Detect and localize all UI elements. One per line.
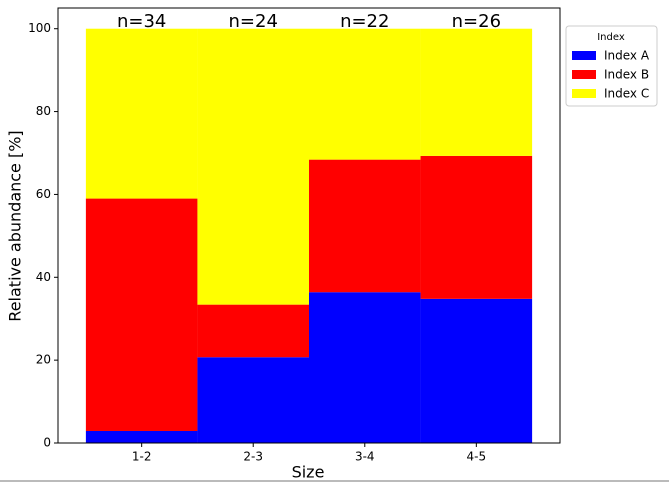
legend-swatch: [572, 70, 596, 79]
legend-box: [565, 25, 658, 107]
annotation: n=22: [340, 11, 389, 32]
bar-segment: [85, 28, 198, 199]
legend-swatch: [572, 51, 596, 60]
legend-title: Index: [597, 32, 625, 43]
plot-frame: [57, 7, 561, 444]
bar-segment: [309, 159, 421, 293]
annotation: n=24: [229, 11, 278, 32]
x-tick-label: 4-5: [467, 450, 487, 464]
bar-segment: [420, 28, 533, 156]
y-tick-label: 0: [43, 436, 51, 450]
x-tick-label: 3-4: [355, 450, 375, 464]
legend-label: Index C: [604, 87, 649, 101]
x-tick-label: 1-2: [132, 450, 152, 464]
y-tick-label: 40: [36, 270, 51, 284]
bar-segment: [197, 304, 309, 358]
y-tick-label: 20: [36, 353, 51, 367]
annotation: n=26: [452, 11, 501, 32]
bar-segment: [197, 28, 309, 305]
y-tick-label: 60: [36, 187, 51, 201]
bar-segment: [309, 28, 421, 160]
bar-segment: [420, 155, 533, 299]
legend-label: Index B: [604, 68, 649, 82]
legend-swatch: [572, 89, 596, 98]
legend-label: Index A: [604, 49, 650, 63]
y-tick-label: 100: [28, 21, 51, 35]
bar-segment: [309, 292, 421, 443]
bar-segment: [420, 298, 533, 443]
bar-segment: [197, 357, 309, 443]
y-tick-label: 80: [36, 104, 51, 118]
y-axis-label: Relative abundance [%]: [6, 130, 25, 321]
bar-segment: [85, 198, 198, 431]
bar-segment: [85, 430, 198, 443]
x-axis-label: Size: [292, 463, 325, 482]
x-tick-label: 2-3: [243, 450, 263, 464]
annotation: n=34: [117, 11, 166, 32]
